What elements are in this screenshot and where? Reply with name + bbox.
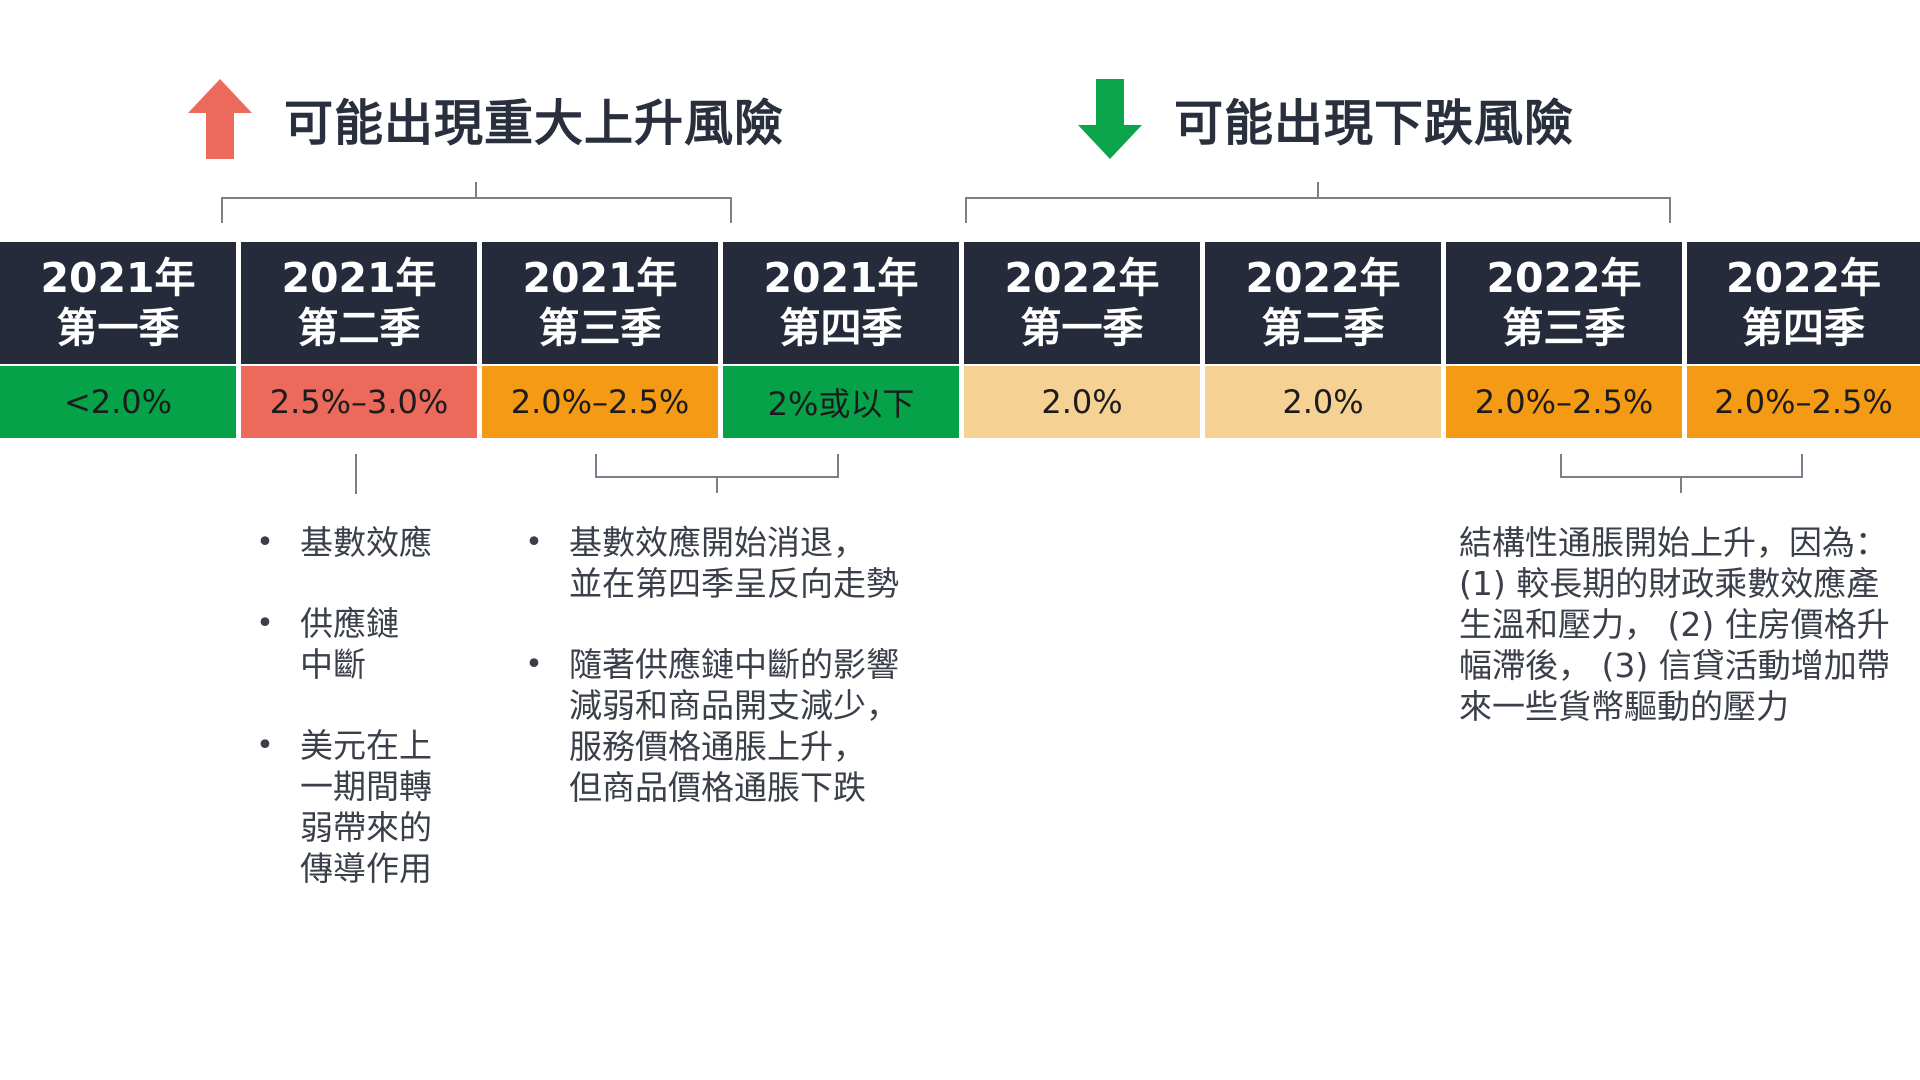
bullet-icon: •	[256, 525, 274, 560]
inflation-forecast: 2.0%–2.5%	[1687, 366, 1920, 438]
bullet-icon: •	[256, 728, 274, 763]
timeline-cell-2021-q3: 2021年 第三季 2.0%–2.5%	[482, 242, 718, 438]
period-quarter: 第二季	[297, 304, 421, 352]
note-line: 減弱和商品開支減少，	[569, 686, 899, 725]
timeline-cell-2022-q4: 2022年 第四季 2.0%–2.5%	[1687, 242, 1920, 438]
period-quarter: 第四季	[779, 304, 903, 352]
bullet-icon: •	[256, 606, 274, 641]
period-header: 2021年 第四季	[723, 242, 959, 364]
note-line: 基數效應	[300, 523, 432, 562]
timeline-cell-2021-q4: 2021年 第四季 2%或以下	[723, 242, 959, 438]
timeline-cell-2021-q1: 2021年 第一季 <2.0%	[0, 242, 236, 438]
period-header: 2021年 第三季	[482, 242, 718, 364]
upside-bracket	[221, 197, 732, 223]
2022-bracket	[1560, 454, 1803, 478]
downside-heading-title: 可能出現下跌風險	[1174, 94, 1575, 152]
inflation-forecast: 2.0%–2.5%	[482, 366, 718, 438]
period-header: 2021年 第一季	[0, 242, 236, 364]
period-header: 2022年 第一季	[964, 242, 1200, 364]
note-item: • 供應鏈 中斷	[255, 603, 455, 685]
note-line: 美元在上	[300, 726, 432, 765]
quarterly-timeline: 2021年 第一季 <2.0% 2021年 第二季 2.5%–3.0% 2021…	[0, 242, 1920, 438]
notes-2021-q3-q4: • 基數效應開始消退， 並在第四季呈反向走勢 • 隨著供應鏈中斷的影響 減弱和商…	[524, 522, 944, 848]
period-header: 2022年 第三季	[1446, 242, 1682, 364]
downside-bracket-stem	[1317, 182, 1319, 198]
period-quarter: 第三季	[538, 304, 662, 352]
inflation-forecast: 2.0%–2.5%	[1446, 366, 1682, 438]
timeline-cell-2022-q2: 2022年 第二季 2.0%	[1205, 242, 1441, 438]
upside-bracket-stem	[475, 182, 477, 198]
period-quarter: 第一季	[1020, 304, 1144, 352]
q3q4-bracket	[595, 454, 839, 478]
note-line: 服務價格通脹上升，	[569, 727, 866, 766]
note-line: 結構性通脹開始上升，因為：	[1459, 523, 1888, 562]
inflation-forecast: 2.5%–3.0%	[241, 366, 477, 438]
note-line: 弱帶來的	[300, 808, 432, 847]
arrow-up-icon	[188, 79, 252, 159]
upside-heading: 可能出現重大上升風險	[188, 79, 784, 159]
period-year: 2021年	[281, 254, 437, 302]
timeline-cell-2022-q1: 2022年 第一季 2.0%	[964, 242, 1200, 438]
note-line: 並在第四季呈反向走勢	[569, 564, 899, 603]
note-item: • 基數效應	[255, 522, 455, 563]
note-line: 中斷	[300, 645, 366, 684]
bullet-icon: •	[525, 525, 543, 560]
note-line: (1) 較長期的財政乘數效應產	[1459, 564, 1880, 603]
note-line: 幅滯後， (3) 信貸活動增加帶	[1459, 646, 1890, 685]
note-item: • 基數效應開始消退， 並在第四季呈反向走勢	[524, 522, 944, 604]
2022-bracket-stem	[1680, 477, 1682, 493]
notes-2021-q2: • 基數效應 • 供應鏈 中斷 • 美元在上 一期間轉 弱帶來的 傳導作用	[255, 522, 455, 929]
note-line: 來一些貨幣驅動的壓力	[1459, 687, 1789, 726]
period-year: 2021年	[522, 254, 678, 302]
inflation-forecast: 2.0%	[964, 366, 1200, 438]
period-year: 2022年	[1004, 254, 1160, 302]
note-line: 生溫和壓力， (2) 住房價格升	[1459, 605, 1890, 644]
arrow-down-icon	[1078, 79, 1142, 159]
period-quarter: 第三季	[1502, 304, 1626, 352]
period-year: 2022年	[1245, 254, 1401, 302]
period-year: 2022年	[1725, 254, 1882, 302]
note-line: 隨著供應鏈中斷的影響	[569, 645, 899, 684]
timeline-cell-2021-q2: 2021年 第二季 2.5%–3.0%	[241, 242, 477, 438]
note-item: • 美元在上 一期間轉 弱帶來的 傳導作用	[255, 725, 455, 889]
inflation-forecast: 2%或以下	[723, 366, 959, 438]
upside-heading-title: 可能出現重大上升風險	[284, 94, 785, 152]
downside-heading: 可能出現下跌風險	[1078, 79, 1574, 159]
period-header: 2022年 第二季	[1205, 242, 1441, 364]
note-line: 傳導作用	[300, 849, 432, 888]
period-year: 2022年	[1486, 254, 1642, 302]
q2-connector	[355, 454, 357, 494]
bullet-icon: •	[525, 647, 543, 682]
note-item: • 隨著供應鏈中斷的影響 減弱和商品開支減少， 服務價格通脹上升， 但商品價格通…	[524, 644, 944, 808]
period-quarter: 第一季	[56, 304, 180, 352]
inflation-forecast: <2.0%	[0, 366, 236, 438]
inflation-forecast: 2.0%	[1205, 366, 1441, 438]
note-line: 基數效應開始消退，	[569, 523, 866, 562]
notes-2022: 結構性通脹開始上升，因為： (1) 較長期的財政乘數效應產 生溫和壓力， (2)…	[1459, 522, 1914, 727]
period-year: 2021年	[40, 254, 196, 302]
timeline-cell-2022-q3: 2022年 第三季 2.0%–2.5%	[1446, 242, 1682, 438]
period-header: 2021年 第二季	[241, 242, 477, 364]
note-line: 但商品價格通脹下跌	[569, 768, 866, 807]
note-line: 供應鏈	[300, 604, 399, 643]
period-quarter: 第二季	[1261, 304, 1385, 352]
q3q4-bracket-stem	[716, 477, 718, 493]
downside-bracket	[965, 197, 1671, 223]
period-header: 2022年 第四季	[1687, 242, 1920, 364]
note-line: 一期間轉	[300, 767, 432, 806]
period-quarter: 第四季	[1742, 304, 1865, 352]
period-year: 2021年	[763, 254, 919, 302]
